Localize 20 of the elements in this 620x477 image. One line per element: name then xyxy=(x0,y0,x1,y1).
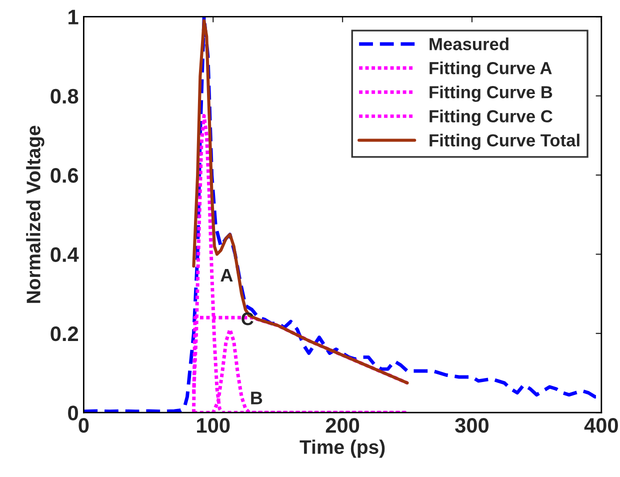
x-tick-label: 400 xyxy=(584,418,618,433)
x-tick-label: 0 xyxy=(78,418,89,433)
x-tick-label: 200 xyxy=(326,418,360,433)
y-tick-label: 1 xyxy=(68,10,78,24)
legend-label: Fitting Curve C xyxy=(430,110,552,126)
y-tick-label: 0.8 xyxy=(50,88,78,104)
x-tick-label: 100 xyxy=(197,418,230,433)
y-tick-label: 0.6 xyxy=(50,168,78,183)
y-tick-label: 0.4 xyxy=(50,247,79,262)
y-tick-label: 0.2 xyxy=(50,326,78,342)
legend-label: Measured xyxy=(430,38,508,50)
annotation: A xyxy=(220,269,233,282)
x-tick-label: 300 xyxy=(455,418,489,433)
y-axis-title: Normalized Voltage xyxy=(26,126,44,303)
annotation: B xyxy=(251,392,262,404)
y-tick-label: 0 xyxy=(68,406,78,420)
legend-label: Fitting Curve B xyxy=(430,86,552,102)
legend-label: Fitting Curve Total xyxy=(430,134,580,150)
legend-label: Fitting Curve A xyxy=(430,62,552,78)
x-axis-title: Time (ps) xyxy=(300,440,385,458)
